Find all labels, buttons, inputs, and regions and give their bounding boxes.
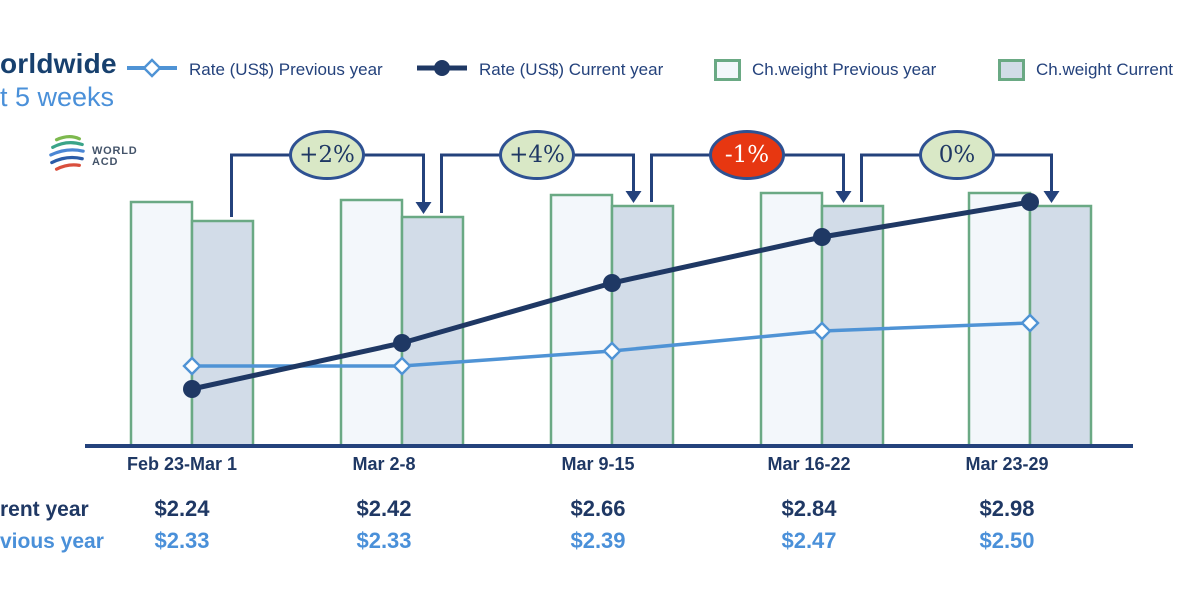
table-cell: $2.39 [570, 528, 626, 553]
table-cell: $2.50 [979, 528, 1035, 553]
x-axis-label: Mar 16-22 [767, 454, 851, 474]
legend-item-chweight-current[interactable]: Ch.weight Current [998, 56, 1173, 84]
globe-swirl-icon [48, 132, 86, 181]
marker-rate-current-4 [1021, 193, 1039, 211]
table-row-label-current: rent year [0, 498, 89, 521]
x-axis-label: Mar 2-8 [352, 454, 416, 474]
legend-label: Ch.weight Current [1036, 60, 1174, 79]
bar-chweight-curr-3 [820, 204, 885, 448]
marker-rate-current-0 [183, 380, 201, 398]
marker-rate-previous-4 [1020, 313, 1040, 333]
wow-bracket-arrowhead-3 [1043, 191, 1060, 203]
legend-label: Rate (US$) Previous year [189, 60, 383, 79]
table-cell: $2.33 [356, 528, 412, 553]
marker-rate-current-3 [813, 228, 831, 246]
wow-bracket-arrowhead-1 [625, 191, 642, 203]
wow-badge-1: +4% [499, 130, 575, 180]
bar-chweight-prev-3 [759, 191, 824, 448]
line-filled-circle-icon [416, 57, 468, 84]
marker-rate-previous-0 [182, 356, 202, 376]
bar-swatch-previous-icon [714, 59, 741, 81]
legend-item-rate-current[interactable]: Rate (US$) Current year [416, 56, 663, 84]
x-axis-label: Mar 9-15 [561, 454, 635, 474]
marker-rate-current-1 [393, 334, 411, 352]
bar-chweight-prev-1 [339, 198, 404, 448]
legend-item-rate-previous[interactable]: Rate (US$) Previous year [126, 56, 383, 84]
table-cell: $2.98 [979, 496, 1035, 521]
marker-rate-previous-2 [602, 341, 622, 361]
table-cell: $2.24 [154, 496, 210, 521]
bar-chweight-curr-2 [610, 204, 675, 448]
bar-chweight-prev-4 [967, 191, 1032, 448]
line-open-diamond-icon [126, 57, 178, 84]
worldacd-logo: WORLD ACD [48, 132, 138, 181]
wow-bracket-arrowhead-0 [415, 202, 432, 214]
page-title: orldwide [0, 48, 117, 79]
x-axis-label: Feb 23-Mar 1 [126, 454, 238, 474]
page-subtitle: t 5 weeks [0, 82, 115, 112]
bar-chweight-prev-2 [549, 193, 614, 448]
bar-chweight-curr-1 [400, 215, 465, 448]
table-cell: $2.42 [356, 496, 412, 521]
legend-label: Ch.weight Previous year [752, 60, 937, 79]
bar-chweight-prev-0 [129, 200, 194, 448]
table-row-label-previous: vious year [0, 530, 104, 553]
bar-swatch-current-icon [998, 59, 1025, 81]
wow-badge-2: -1% [709, 130, 785, 180]
marker-rate-previous-3 [812, 321, 832, 341]
wow-bracket-arrowhead-2 [835, 191, 852, 203]
table-cell: $2.33 [154, 528, 210, 553]
wow-badge-3: 0% [919, 130, 995, 180]
marker-rate-current-2 [603, 274, 621, 292]
bar-chweight-curr-4 [1028, 204, 1093, 448]
marker-rate-previous-1 [392, 356, 412, 376]
table-cell: $2.84 [781, 496, 837, 521]
legend-item-chweight-previous[interactable]: Ch.weight Previous year [714, 56, 936, 84]
table-cell: $2.66 [570, 496, 626, 521]
logo-text: WORLD ACD [92, 144, 138, 168]
table-cell: $2.47 [781, 528, 837, 553]
bar-chweight-curr-0 [190, 219, 255, 448]
wow-badge-0: +2% [289, 130, 365, 180]
x-axis-label: Mar 23-29 [965, 454, 1049, 474]
legend-label: Rate (US$) Current year [479, 60, 664, 79]
